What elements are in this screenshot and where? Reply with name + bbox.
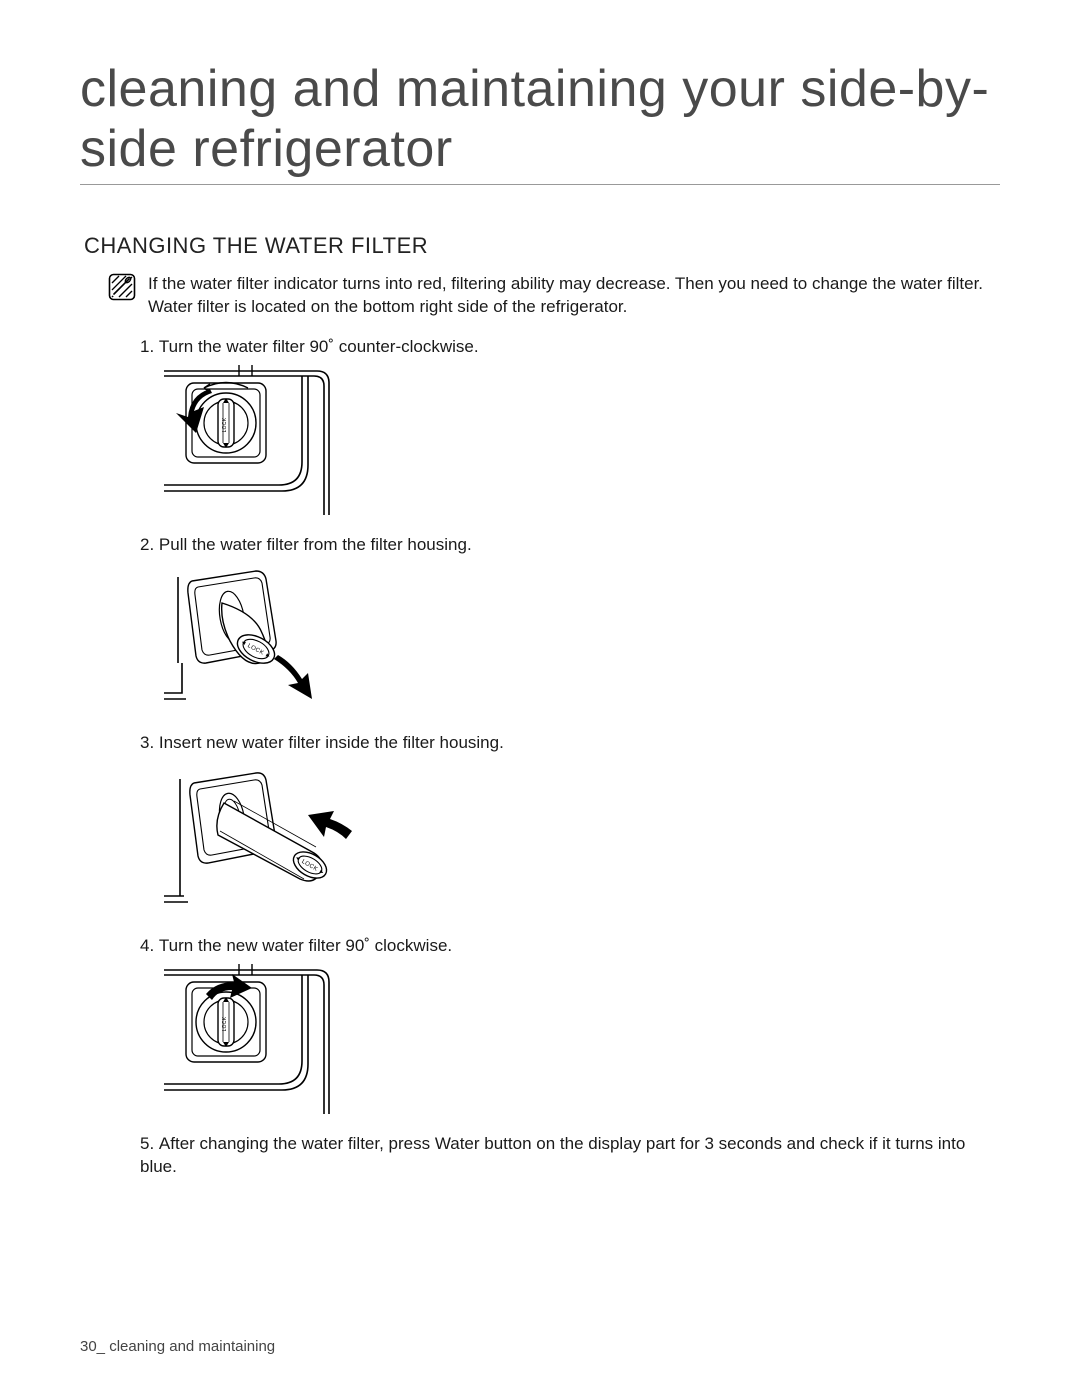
note-icon xyxy=(108,273,136,301)
step-4: 4. Turn the new water filter 90˚ clockwi… xyxy=(140,935,1000,1119)
section-heading: CHANGING THE WATER FILTER xyxy=(84,233,1000,259)
page-footer: 30_ cleaning and maintaining xyxy=(80,1338,275,1355)
svg-text:LOCK: LOCK xyxy=(222,418,228,433)
step-text: 4. Turn the new water filter 90˚ clockwi… xyxy=(140,935,1000,958)
step-1-figure: LOCK xyxy=(164,365,1000,520)
svg-text:LOCK: LOCK xyxy=(222,1016,228,1031)
step-text: 3. Insert new water filter inside the fi… xyxy=(140,732,1000,755)
steps-list: 1. Turn the water filter 90˚ counter-clo… xyxy=(140,336,1000,1179)
step-4-figure: LOCK xyxy=(164,964,1000,1119)
step-text: 5. After changing the water filter, pres… xyxy=(140,1133,1000,1179)
note-row: If the water filter indicator turns into… xyxy=(108,273,1000,319)
step-text: 1. Turn the water filter 90˚ counter-clo… xyxy=(140,336,1000,359)
step-2-figure: ◄ LOCK ► xyxy=(164,563,1000,718)
page-title: cleaning and maintaining your side-by-si… xyxy=(80,60,1000,185)
step-1: 1. Turn the water filter 90˚ counter-clo… xyxy=(140,336,1000,520)
step-5: 5. After changing the water filter, pres… xyxy=(140,1133,1000,1179)
step-2: 2. Pull the water filter from the filter… xyxy=(140,534,1000,718)
step-3-figure: ◄ LOCK ► xyxy=(164,761,1000,921)
note-text: If the water filter indicator turns into… xyxy=(148,273,1000,319)
step-3: 3. Insert new water filter inside the fi… xyxy=(140,732,1000,921)
step-text: 2. Pull the water filter from the filter… xyxy=(140,534,1000,557)
